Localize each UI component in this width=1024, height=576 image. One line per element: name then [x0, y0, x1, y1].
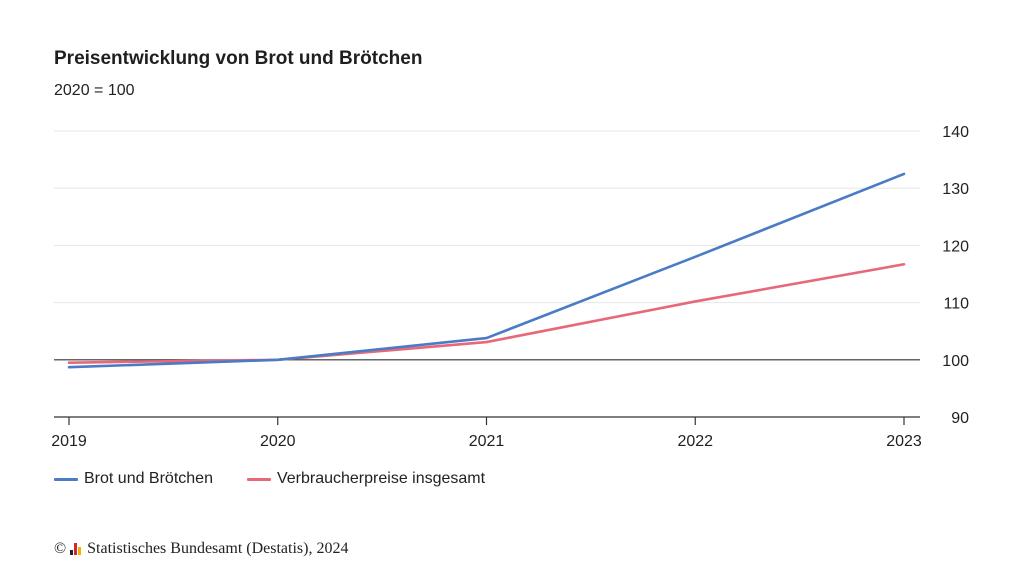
y-tick-label-130: 130 — [942, 181, 969, 198]
x-tick-label-2020: 2020 — [260, 433, 296, 450]
x-tick-label-2022: 2022 — [677, 433, 713, 450]
copyright-symbol: © — [54, 540, 67, 557]
legend-label-brot: Brot und Brötchen — [84, 470, 213, 487]
legend-item-verbraucherpreise: Verbraucherpreise insgesamt — [246, 470, 486, 488]
x-tick-label-2019: 2019 — [51, 433, 87, 450]
destatis-logo-icon — [70, 543, 82, 555]
y-tick-label-110: 110 — [943, 296, 969, 313]
legend-swatch-brot — [54, 477, 78, 481]
series-line-brot-und-broetchen — [67, 172, 906, 369]
chart-title: Preisentwicklung von Brot und Brötchen — [54, 48, 423, 69]
x-tick-label-2023: 2023 — [886, 433, 922, 450]
y-tick-label-120: 120 — [942, 238, 969, 255]
series-line-verbraucherpreise-insgesamt — [67, 262, 906, 364]
y-tick-label-90: 90 — [951, 410, 969, 427]
chart-legend: Brot und Brötchen Verbraucherpreise insg… — [54, 470, 519, 488]
source-text: Statistisches Bundesamt (Destatis), 2024 — [87, 540, 349, 557]
source-footer: © Statistisches Bundesamt (Destatis), 20… — [54, 540, 348, 558]
y-tick-label-140: 140 — [942, 124, 969, 141]
legend-label-verbraucherpreise: Verbraucherpreise insgesamt — [276, 470, 486, 487]
legend-item-brot: Brot und Brötchen — [54, 470, 213, 488]
y-tick-label-100: 100 — [942, 353, 969, 370]
x-tick-label-2021: 2021 — [469, 433, 505, 450]
chart-subtitle: 2020 = 100 — [54, 82, 135, 99]
legend-swatch-verbraucherpreise — [246, 477, 271, 481]
